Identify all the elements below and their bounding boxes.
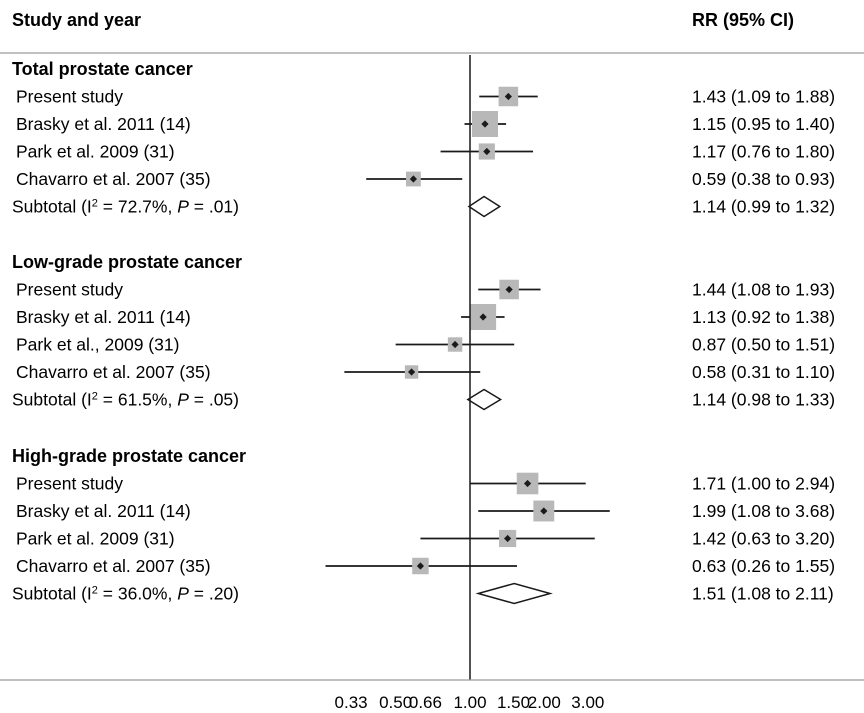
study-estimate: 0.87 (0.50 to 1.51) (692, 335, 835, 355)
header-estimate-label: RR (95% CI) (692, 10, 794, 30)
study-label: Brasky et al. 2011 (14) (16, 114, 191, 134)
study-label: Park et al. 2009 (31) (16, 142, 175, 162)
point-estimate (409, 175, 418, 183)
study-label: Brasky et al. 2011 (14) (16, 307, 191, 327)
study-estimate: 1.13 (0.92 to 1.38) (692, 307, 835, 327)
study-label: Chavarro et al. 2007 (35) (16, 556, 211, 576)
x-tick-label: 1.50 (497, 693, 530, 712)
subtotal-label: Subtotal (I2 = 36.0%, P = .20) (12, 584, 239, 604)
point-estimate (479, 313, 487, 321)
study-label: Chavarro et al. 2007 (35) (16, 362, 211, 382)
point-estimate (505, 285, 513, 294)
study-estimate: 1.15 (0.95 to 1.40) (692, 114, 835, 134)
point-estimate (483, 147, 491, 156)
subtotal-estimate: 1.51 (1.08 to 2.11) (692, 584, 834, 604)
forest-rows: Total prostate cancer Present study 1.43 (… (12, 59, 835, 605)
pooled-estimate-diamond (467, 195, 502, 218)
point-estimate (540, 507, 548, 515)
point-estimate (407, 368, 416, 376)
x-tick-label: 0.66 (409, 693, 442, 712)
study-label: Park et al. 2009 (31) (16, 529, 175, 549)
study-estimate: 1.43 (1.09 to 1.88) (692, 87, 835, 107)
study-label: Present study (16, 280, 123, 300)
point-estimate (504, 92, 512, 101)
point-estimate (504, 534, 512, 543)
x-tick-label: 0.50 (379, 693, 412, 712)
pooled-estimate-diamond (475, 582, 553, 605)
point-estimate (451, 340, 459, 349)
x-axis: 0.33 0.500.66 1.00 1.502.00 3.00 (0, 55, 864, 712)
x-tick-label: 2.00 (528, 693, 561, 712)
pooled-estimate-diamond (466, 388, 503, 411)
header-study-label: Study and year (12, 10, 141, 30)
study-label: Present study (16, 87, 123, 107)
study-estimate: 1.42 (0.63 to 3.20) (692, 529, 835, 549)
group-title: High-grade prostate cancer (12, 446, 246, 466)
subtotal-label: Subtotal (I2 = 72.7%, P = .01) (12, 197, 239, 217)
subtotal-label: Subtotal (I2 = 61.5%, P = .05) (12, 390, 239, 410)
subtotal-estimate: 1.14 (0.99 to 1.32) (692, 197, 835, 217)
study-estimate: 1.71 (1.00 to 2.94) (692, 474, 835, 494)
study-estimate: 0.58 (0.31 to 1.10) (692, 362, 835, 382)
study-label: Brasky et al. 2011 (14) (16, 501, 191, 521)
study-estimate: 0.63 (0.26 to 1.55) (692, 556, 835, 576)
study-estimate: 1.99 (1.08 to 3.68) (692, 501, 835, 521)
point-estimate (416, 562, 425, 570)
study-label: Chavarro et al. 2007 (35) (16, 169, 211, 189)
point-estimate (523, 479, 532, 488)
study-estimate: 1.17 (0.76 to 1.80) (692, 142, 835, 162)
group-title: Low-grade prostate cancer (12, 252, 242, 272)
study-label: Present study (16, 474, 123, 494)
point-estimate (481, 120, 489, 128)
study-label: Park et al., 2009 (31) (16, 335, 179, 355)
x-tick-label: 0.33 (335, 693, 368, 712)
x-tick-label: 3.00 (571, 693, 604, 712)
study-estimate: 0.59 (0.38 to 0.93) (692, 169, 835, 189)
study-estimate: 1.44 (1.08 to 1.93) (692, 280, 835, 300)
subtotal-estimate: 1.14 (0.98 to 1.33) (692, 390, 835, 410)
group-title: Total prostate cancer (12, 59, 193, 79)
x-tick-label: 1.00 (453, 693, 486, 712)
